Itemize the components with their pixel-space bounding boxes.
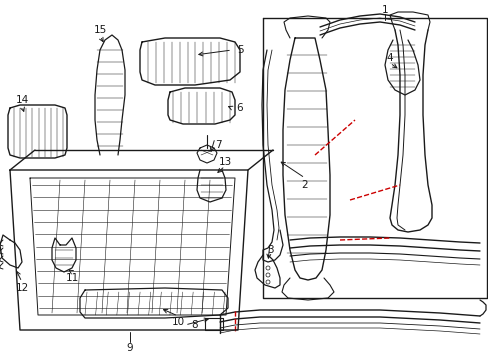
Text: 14: 14 bbox=[15, 95, 29, 105]
Text: 13: 13 bbox=[218, 157, 231, 167]
Text: 4: 4 bbox=[386, 53, 392, 63]
Text: 10: 10 bbox=[171, 317, 184, 327]
Text: 1: 1 bbox=[381, 5, 387, 15]
Text: 15: 15 bbox=[93, 25, 106, 35]
Text: 5: 5 bbox=[236, 45, 243, 55]
Text: 9: 9 bbox=[126, 343, 133, 353]
Text: 12: 12 bbox=[15, 283, 29, 293]
Text: 11: 11 bbox=[65, 273, 79, 283]
Text: 7: 7 bbox=[214, 140, 221, 150]
Text: 3: 3 bbox=[266, 245, 273, 255]
Text: 8: 8 bbox=[191, 320, 198, 330]
Text: 2: 2 bbox=[301, 180, 307, 190]
Text: 6: 6 bbox=[236, 103, 243, 113]
